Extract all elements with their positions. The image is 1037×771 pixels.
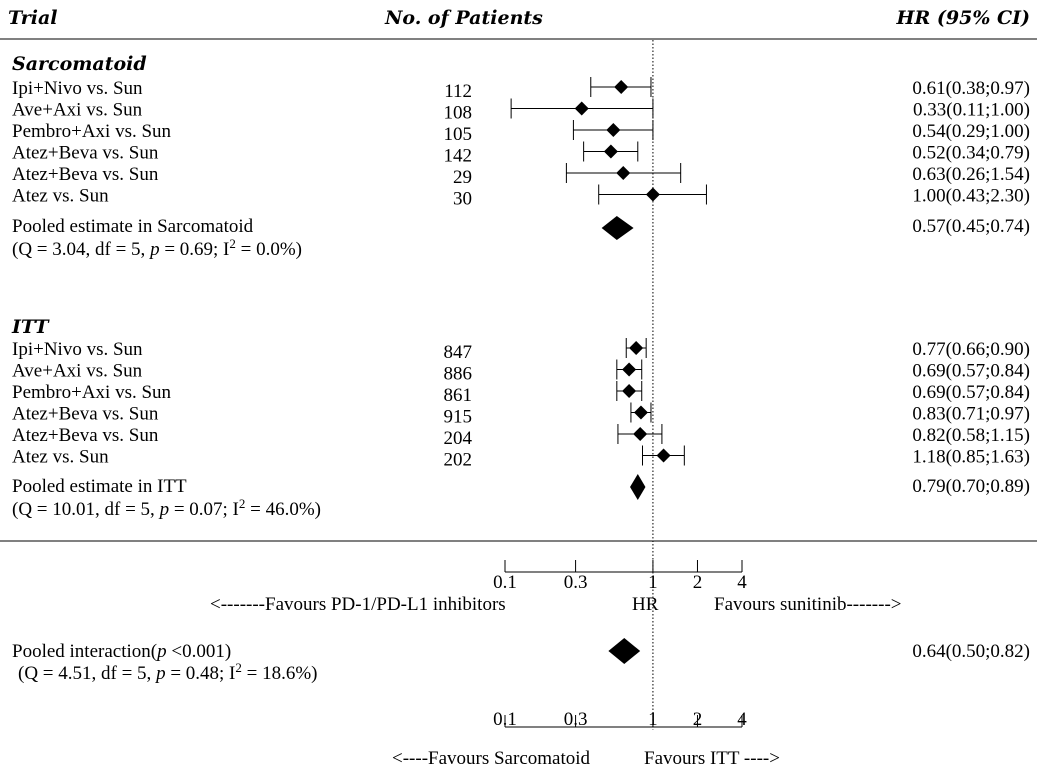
study-label: Ave+Axi vs. Sun bbox=[12, 100, 143, 121]
patient-count: 142 bbox=[444, 146, 473, 167]
plot-marks: Ipi+Nivo vs. Sun 112 0.61(0.38;0.97)Ave+Ax… bbox=[12, 40, 1030, 730]
hr-ci-label: 0.69(0.57;0.84) bbox=[912, 382, 1030, 403]
pooled-stats-itt: (Q = 10.01, df = 5, p = 0.07; I2 = 46.0%… bbox=[12, 496, 321, 521]
hr-ci-label: 0.63(0.26;1.54) bbox=[912, 164, 1030, 185]
patient-count: 886 bbox=[444, 364, 473, 385]
header-patients: No. of Patients bbox=[384, 7, 543, 29]
axis1-tick-label: 0.1 bbox=[493, 572, 517, 593]
study-label: Atez+Beva vs. Sun bbox=[12, 143, 159, 164]
axis2-left-label: <----Favours Sarcomatoid bbox=[392, 748, 591, 769]
point-estimate-marker bbox=[629, 341, 644, 355]
patient-count: 861 bbox=[444, 385, 473, 406]
pooled-stats-sarcomatoid: (Q = 3.04, df = 5, p = 0.69; I2 = 0.0%) bbox=[12, 236, 302, 261]
axis2-tick-label: 0.1 bbox=[493, 709, 517, 730]
study-label: Ipi+Nivo vs. Sun bbox=[12, 339, 143, 360]
point-estimate-marker bbox=[622, 384, 637, 398]
hr-ci-label: 1.00(0.43;2.30) bbox=[912, 186, 1030, 207]
section-title-itt: ITT bbox=[11, 316, 50, 338]
patient-count: 847 bbox=[444, 342, 473, 363]
study-label: Atez+Beva vs. Sun bbox=[12, 425, 159, 446]
axis2-tick-label: 0.3 bbox=[564, 709, 588, 730]
patient-count: 29 bbox=[453, 167, 472, 188]
point-estimate-marker bbox=[574, 101, 589, 116]
study-label: Ipi+Nivo vs. Sun bbox=[12, 78, 143, 99]
pooled-diamond-sarcomatoid bbox=[601, 216, 634, 240]
axis1-tick-label: 2 bbox=[693, 572, 703, 593]
patient-count: 30 bbox=[453, 189, 472, 210]
interaction-label: Pooled interaction(p <0.001) bbox=[12, 641, 231, 662]
study-label: Ave+Axi vs. Sun bbox=[12, 361, 143, 382]
axis2-tick-label: 1 bbox=[648, 709, 658, 730]
pooled-hr-sarcomatoid: 0.57(0.45;0.74) bbox=[912, 216, 1030, 237]
hr-ci-label: 0.52(0.34;0.79) bbox=[912, 143, 1030, 164]
hr-ci-label: 0.83(0.71;0.97) bbox=[912, 404, 1030, 425]
study-label: Atez vs. Sun bbox=[12, 186, 109, 207]
hr-ci-label: 0.54(0.29;1.00) bbox=[912, 121, 1030, 142]
axis2-right-label: Favours ITT ----> bbox=[644, 748, 780, 769]
patient-count: 108 bbox=[444, 103, 473, 124]
axis1-left-label: <-------Favours PD-1/PD-L1 inhibitors bbox=[210, 594, 506, 615]
hr-ci-label: 0.33(0.11;1.00) bbox=[913, 100, 1030, 121]
hr-ci-label: 0.82(0.58;1.15) bbox=[912, 425, 1030, 446]
axis2-tick-label: 4 bbox=[737, 709, 747, 730]
hr-ci-label: 0.61(0.38;0.97) bbox=[912, 78, 1030, 99]
interaction-hr: 0.64(0.50;0.82) bbox=[912, 641, 1030, 662]
study-label: Pembro+Axi vs. Sun bbox=[12, 121, 172, 142]
hr-ci-label: 1.18(0.85;1.63) bbox=[912, 447, 1030, 468]
patient-count: 915 bbox=[444, 407, 473, 428]
point-estimate-marker bbox=[633, 405, 648, 420]
axis1-center-label: HR bbox=[632, 594, 659, 615]
axis1-tick-label: 0.3 bbox=[564, 572, 588, 593]
header-hr: HR (95% CI) bbox=[896, 7, 1030, 29]
pooled-interaction-diamond bbox=[608, 638, 641, 664]
point-estimate-marker bbox=[606, 123, 621, 137]
pooled-label-itt: Pooled estimate in ITT bbox=[12, 476, 187, 497]
point-estimate-marker bbox=[614, 80, 629, 94]
point-estimate-marker bbox=[616, 166, 631, 180]
pooled-diamond-itt bbox=[630, 474, 646, 500]
point-estimate-marker bbox=[622, 362, 637, 377]
study-label: Atez vs. Sun bbox=[12, 447, 109, 468]
study-label: Atez+Beva vs. Sun bbox=[12, 164, 159, 185]
point-estimate-marker bbox=[603, 144, 618, 159]
hr-ci-label: 0.69(0.57;0.84) bbox=[912, 361, 1030, 382]
point-estimate-marker bbox=[633, 427, 648, 441]
hr-ci-label: 0.77(0.66;0.90) bbox=[912, 339, 1030, 360]
axis1-tick-label: 1 bbox=[648, 572, 658, 593]
point-estimate-marker bbox=[645, 187, 660, 202]
study-label: Pembro+Axi vs. Sun bbox=[12, 382, 172, 403]
axis1-tick-label: 4 bbox=[737, 572, 747, 593]
pooled-hr-itt: 0.79(0.70;0.89) bbox=[912, 476, 1030, 497]
point-estimate-marker bbox=[656, 448, 671, 463]
axis1-right-label: Favours sunitinib-------> bbox=[714, 594, 902, 615]
patient-count: 204 bbox=[444, 428, 473, 449]
patient-count: 202 bbox=[444, 450, 473, 471]
axis2-tick-label: 2 bbox=[693, 709, 703, 730]
section-title-sarcomatoid: Sarcomatoid bbox=[12, 53, 147, 75]
header-trial: Trial bbox=[8, 7, 58, 29]
study-label: Atez+Beva vs. Sun bbox=[12, 404, 159, 425]
interaction-stats: (Q = 4.51, df = 5, p = 0.48; I2 = 18.6%) bbox=[18, 660, 318, 685]
patient-count: 105 bbox=[444, 124, 473, 145]
patient-count: 112 bbox=[444, 81, 472, 102]
pooled-label-sarcomatoid: Pooled estimate in Sarcomatoid bbox=[12, 216, 254, 237]
